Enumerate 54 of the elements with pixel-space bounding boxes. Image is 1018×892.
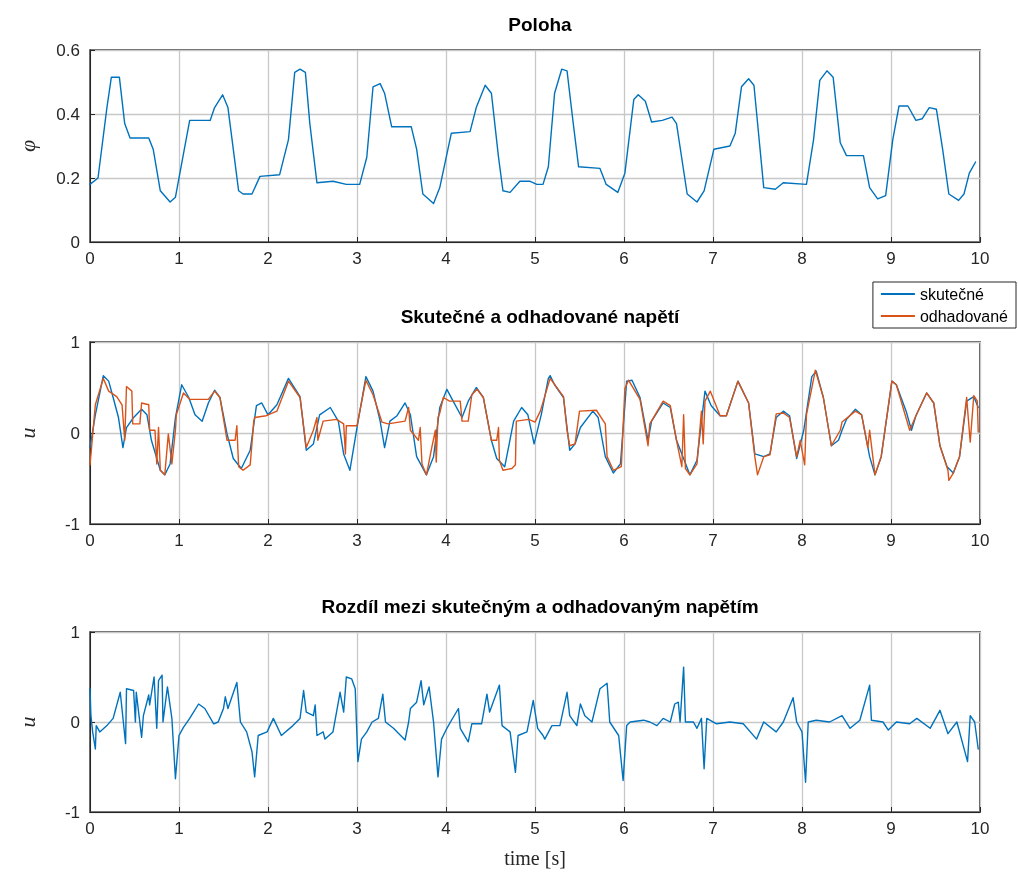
x-tick-label: 9 bbox=[886, 531, 896, 550]
x-tick-label: 6 bbox=[619, 531, 629, 550]
x-tick-label: 1 bbox=[174, 819, 184, 838]
x-tick-label: 4 bbox=[441, 531, 451, 550]
line-series bbox=[89, 68, 977, 205]
legend-label: odhadované bbox=[919, 307, 1009, 325]
y-tick-label: 0.2 bbox=[56, 168, 80, 188]
x-tick-label: 0 bbox=[85, 819, 95, 838]
y-tick-label: 0.6 bbox=[56, 40, 80, 60]
y-tick-label: 0 bbox=[70, 232, 80, 252]
y-axis-title: φ bbox=[14, 139, 40, 153]
x-tick-label: 0 bbox=[85, 531, 95, 550]
chart-title: Poloha bbox=[508, 14, 573, 35]
x-tick-label: 9 bbox=[886, 249, 896, 268]
x-tick-label: 8 bbox=[797, 819, 807, 838]
x-tick-label: 5 bbox=[530, 249, 540, 268]
y-tick-label: 1 bbox=[70, 332, 80, 352]
x-tick-label: 7 bbox=[708, 249, 718, 268]
y-axis-title: u bbox=[14, 716, 40, 728]
x-tick-label: 10 bbox=[970, 819, 990, 838]
x-tick-label: 4 bbox=[441, 249, 451, 268]
x-tick-label: 1 bbox=[174, 249, 184, 268]
y-tick-label: 0 bbox=[70, 712, 80, 732]
chart-title: Skutečné a odhadované napětí bbox=[400, 306, 681, 327]
x-tick-label: 0 bbox=[85, 249, 95, 268]
x-tick-label: 3 bbox=[352, 819, 362, 838]
legend-label: skutečné bbox=[919, 285, 985, 303]
x-tick-label: 3 bbox=[352, 249, 362, 268]
x-tick-label: 5 bbox=[530, 819, 540, 838]
x-tick-label: 5 bbox=[530, 531, 540, 550]
y-tick-label: 0.4 bbox=[56, 104, 80, 124]
y-tick-label: -1 bbox=[64, 802, 80, 822]
x-tick-label: 4 bbox=[441, 819, 451, 838]
x-tick-label: 10 bbox=[970, 249, 990, 268]
x-tick-label: 3 bbox=[352, 531, 362, 550]
y-tick-label: -1 bbox=[64, 514, 80, 534]
x-tick-label: 9 bbox=[886, 819, 896, 838]
x-tick-label: 10 bbox=[970, 531, 990, 550]
x-tick-label: 7 bbox=[708, 531, 718, 550]
y-tick-label: 1 bbox=[70, 622, 80, 642]
x-tick-label: 2 bbox=[263, 249, 273, 268]
x-tick-label: 7 bbox=[708, 819, 718, 838]
x-tick-label: 8 bbox=[797, 531, 807, 550]
y-tick-label: 0 bbox=[70, 423, 80, 443]
line-series bbox=[89, 666, 979, 783]
chart-title: Rozdíl mezi skutečným a odhadovaným napětím bbox=[321, 596, 759, 617]
x-tick-label: 6 bbox=[619, 819, 629, 838]
x-tick-label: 1 bbox=[174, 531, 184, 550]
y-axis-title: u bbox=[14, 427, 40, 439]
x-axis-title: time [s] bbox=[504, 847, 566, 869]
x-tick-label: 2 bbox=[263, 819, 273, 838]
x-tick-label: 6 bbox=[619, 249, 629, 268]
x-tick-label: 8 bbox=[797, 249, 807, 268]
x-tick-label: 2 bbox=[263, 531, 273, 550]
